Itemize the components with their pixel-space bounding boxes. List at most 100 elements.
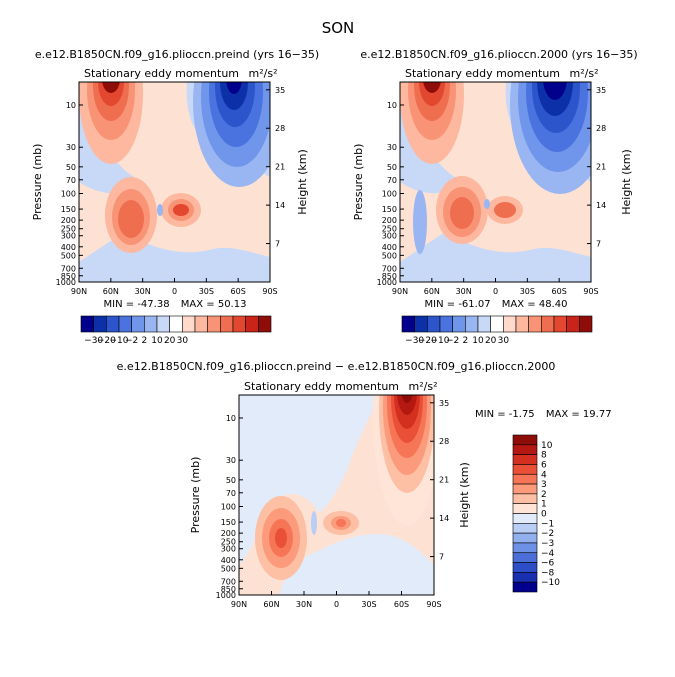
y-tick-label: 700 [221,577,236,586]
max-value: 48.40 [539,299,568,310]
jet-min [543,82,567,100]
h-ticks: 35 28 21 14 7 [430,399,449,562]
y-tick-label: 850 [221,585,236,594]
tropical-min [157,204,163,216]
colorbar-swatch [144,315,158,333]
height-tick-label: 7 [275,240,280,249]
negative-region [400,232,591,282]
panel-subtitle-text: Stationary eddy momentum [244,380,399,393]
colorbar-swatch [169,315,183,333]
height-tick-label: 7 [439,553,444,562]
y-axis-title-right: Height (km) [620,149,633,215]
colorbar-swatch [131,315,145,333]
x-tick-label: 30N [296,600,312,609]
colorbar-label: 30 [498,336,510,346]
colorbar-swatch [401,315,415,333]
colorbar-swatch [93,315,107,333]
h-ticks: 35 28 21 14 7 [587,86,606,249]
colorbar-swatch [512,493,538,504]
y-tick-label: 150 [382,205,397,214]
stats-text: MIN = -47.38 MAX = 50.13 [104,299,247,310]
colorbar-label: 6 [541,460,547,470]
colorbar-swatch [512,581,538,593]
height-tick-label: 35 [596,86,606,95]
y-tick-label: 300 [61,232,76,241]
colorbar-swatch [512,473,538,485]
colorbar-swatch [118,315,132,333]
y-axis-title-right: Height (km) [458,462,471,528]
colorbar-swatch [414,315,428,333]
y-tick-label: 1000 [216,591,236,600]
plot-area [79,82,270,282]
jet-diff-max [401,395,413,403]
y-tick-label: 400 [61,243,76,252]
negative-region [79,82,135,194]
colorbar-swatch [503,315,517,333]
plot-area [400,82,591,282]
y-tick-label: 50 [226,476,236,485]
panel-units: m²/s² [570,67,599,80]
y-tick-label: 500 [61,251,76,260]
colorbar-swatch [512,444,538,455]
colorbar-swatch [512,454,538,465]
negative-region [239,395,379,565]
y-tick-label: 1000 [56,278,76,287]
colorbar-swatch [512,542,538,554]
colorbar-label: 20 [485,336,497,346]
colorbar-swatch [156,315,170,333]
colorbar-swatch [80,315,94,333]
colorbar-swatch [512,434,538,446]
colorbar-swatch [515,315,529,333]
colorbar-label: 0 [541,510,547,520]
colorbar-swatch [512,464,538,475]
colorbar-swatch [465,315,479,333]
height-tick-label: 14 [275,201,285,210]
y-tick-label: 1000 [377,278,397,287]
min-value: -1.75 [509,409,535,420]
midlat-diff-max [275,528,287,548]
colorbar-label: 2 [541,490,547,500]
colorbar-swatch [452,315,466,333]
colorbar-swatch [106,315,120,333]
jet-diff-max [397,395,417,415]
colorbar-label: 10 [472,336,484,346]
jet-min [226,82,242,94]
y-tick-label: 200 [382,216,397,225]
y-tick-label: 300 [382,232,397,241]
colorbar-swatch [566,315,580,333]
colorbar-label: −20 [97,336,116,346]
y-axis-title: Pressure (mb) [31,144,44,221]
panel-subtitle: Stationary eddy momentum m²/s² [84,67,278,80]
negative-region [400,82,456,194]
y-tick-label: 100 [221,502,236,511]
h-ticks: 35 28 21 14 7 [266,86,285,249]
x-tick-label: 30S [520,287,535,296]
x-tick-label: 60S [231,287,246,296]
min-value: -47.38 [137,299,169,310]
x-tick-label: 0 [493,287,498,296]
x-tick-label: 0 [334,600,339,609]
y-tick-label: 250 [61,225,76,234]
y-tick-label: 500 [221,564,236,573]
panel-units: m²/s² [249,67,278,80]
neg-core [311,511,317,535]
colorbar-label: 2 [141,336,147,346]
y-tick-label: 70 [226,489,236,498]
colorbar-swatch [182,315,196,333]
panel-units: m²/s² [409,380,438,393]
colorbar-swatch [512,552,538,563]
height-tick-label: 14 [596,201,606,210]
colorbar-label: −2 [446,336,459,346]
panel-preind: e.e12.B1850CN.f09_g16.plioccn.preind (yr… [31,48,319,310]
max-label: MAX = [502,299,539,310]
panel-title: e.e12.B1850CN.f09_g16.plioccn.2000 (yrs … [360,48,637,61]
colorbar-swatch [512,503,538,514]
y-tick-label: 10 [387,101,397,110]
x-tick-label: 30N [456,287,472,296]
y-tick-label: 400 [382,243,397,252]
x-tick-label: 90N [231,600,247,609]
colorbar-swatch [258,315,272,333]
panel-subtitle: Stationary eddy momentum m²/s² [244,380,438,393]
midlat-max [118,200,144,238]
